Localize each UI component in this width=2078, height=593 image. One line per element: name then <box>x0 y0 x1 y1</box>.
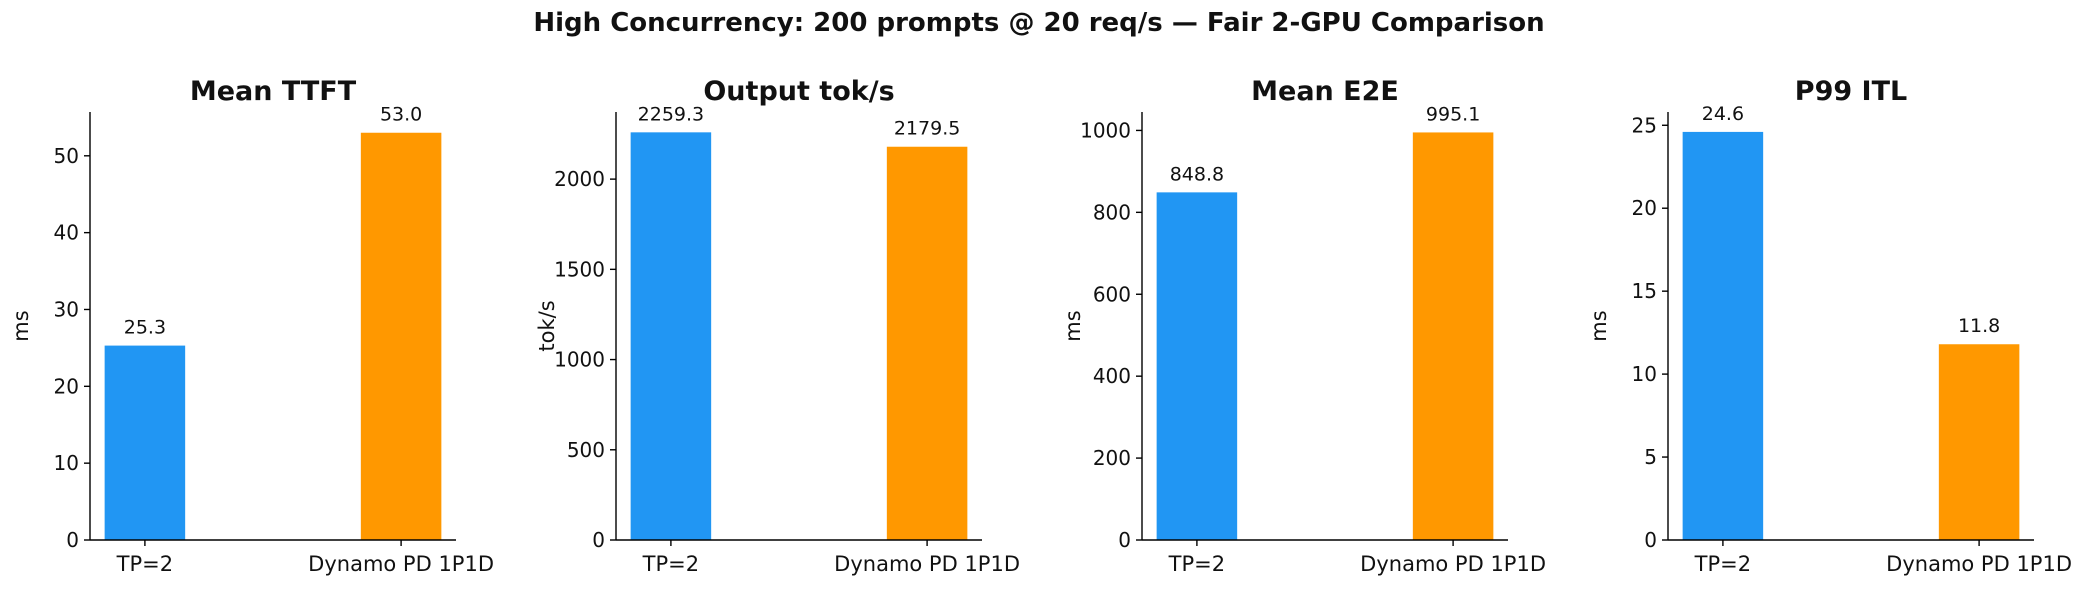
bar-value-label: 25.3 <box>124 317 166 339</box>
bar-dynamo <box>1412 132 1494 541</box>
x-tick-label: Dynamo PD 1P1D <box>308 552 494 576</box>
x-tick-label: TP=2 <box>1168 552 1225 576</box>
x-tick-label: Dynamo PD 1P1D <box>1360 552 1546 576</box>
y-tick-label: 15 <box>1632 279 1657 303</box>
y-tick-label: 0 <box>1118 528 1131 552</box>
y-tick-label: 1000 <box>554 348 605 372</box>
panel-3: Mean E2E ms 848.8 TP=2 995.1 Dynamo PD 1P1D 0 2… <box>1061 76 1546 576</box>
y-tick-label: 800 <box>1093 200 1131 224</box>
bar-value-label: 11.8 <box>1958 315 2000 337</box>
bar-tp2 <box>1682 131 1764 540</box>
x-tick-label: TP=2 <box>1694 552 1751 576</box>
y-axis-label: ms <box>1061 310 1085 341</box>
y-tick-label: 20 <box>54 374 79 398</box>
y-tick-label: 600 <box>1093 282 1131 306</box>
panel-4: P99 ITL ms 24.6 TP=2 11.8 Dynamo PD 1P1D 0 5 10 1… <box>1587 76 2072 576</box>
y-tick-label: 500 <box>567 438 605 462</box>
bar-value-label: 24.6 <box>1702 103 1744 125</box>
y-tick-label: 5 <box>1644 445 1657 469</box>
panel-title: P99 ITL <box>1795 76 1907 107</box>
y-tick-label: 10 <box>54 451 79 475</box>
x-tick-label: Dynamo PD 1P1D <box>834 552 1020 576</box>
panel-2: Output tok/s tok/s 2259.3 TP=2 2179.5 Dynamo … <box>535 76 1020 576</box>
bar-dynamo <box>360 132 442 540</box>
y-tick-label: 400 <box>1093 364 1131 388</box>
panel-title: Mean E2E <box>1251 76 1399 107</box>
bar-value-label: 2179.5 <box>894 118 960 140</box>
y-tick-label: 25 <box>1632 113 1657 137</box>
panel-title: Mean TTFT <box>190 76 357 107</box>
panel-1: Mean TTFT ms 25.3 TP=2 53.0 Dynamo PD 1P1D 0 10… <box>9 76 494 576</box>
y-axis-label: tok/s <box>535 300 559 351</box>
y-tick-label: 40 <box>54 221 79 245</box>
bar-dynamo <box>886 146 968 540</box>
y-tick-label: 2000 <box>554 167 605 191</box>
bar-value-label: 2259.3 <box>638 103 704 125</box>
bar-dynamo <box>1938 344 2020 540</box>
bar-value-label: 848.8 <box>1170 163 1224 185</box>
bar-tp2 <box>1156 192 1238 540</box>
y-tick-label: 10 <box>1632 362 1657 386</box>
y-tick-label: 0 <box>592 528 605 552</box>
x-tick-label: Dynamo PD 1P1D <box>1886 552 2072 576</box>
y-tick-label: 20 <box>1632 196 1657 220</box>
bar-value-label: 53.0 <box>380 104 422 126</box>
y-tick-label: 0 <box>66 528 79 552</box>
bar-tp2 <box>104 345 186 540</box>
y-tick-label: 1500 <box>554 257 605 281</box>
y-tick-label: 200 <box>1093 446 1131 470</box>
y-axis-label: ms <box>9 310 33 341</box>
panel-title: Output tok/s <box>703 76 894 107</box>
bar-tp2 <box>630 132 712 540</box>
y-tick-label: 30 <box>54 297 79 321</box>
y-tick-label: 1000 <box>1080 118 1131 142</box>
y-axis-label: ms <box>1587 310 1611 341</box>
bar-value-label: 995.1 <box>1426 103 1480 125</box>
y-tick-label: 50 <box>54 144 79 168</box>
x-tick-label: TP=2 <box>116 552 173 576</box>
figure-suptitle: High Concurrency: 200 prompts @ 20 req/s… <box>533 8 1545 38</box>
y-tick-label: 0 <box>1644 528 1657 552</box>
x-tick-label: TP=2 <box>642 552 699 576</box>
